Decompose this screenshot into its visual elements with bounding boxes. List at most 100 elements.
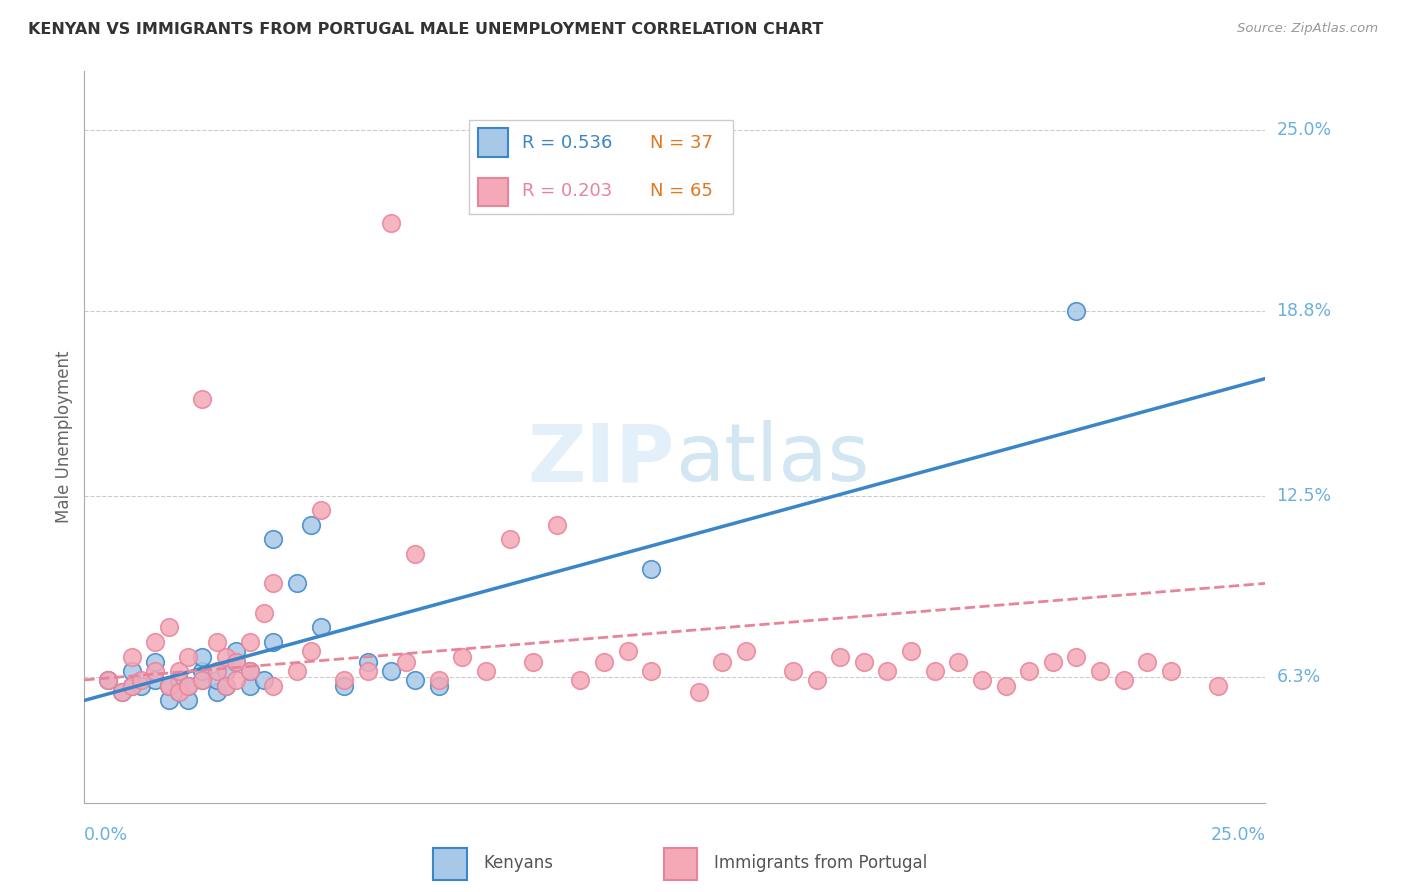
Bar	[664, 848, 697, 880]
Text: Kenyans: Kenyans	[484, 854, 554, 872]
Point	[129, 679, 152, 693]
Point	[262, 533, 284, 547]
Point	[239, 664, 262, 678]
Text: R = 0.203: R = 0.203	[522, 182, 612, 201]
Point	[852, 656, 875, 670]
Point	[357, 664, 380, 678]
Text: 25.0%: 25.0%	[1277, 121, 1331, 139]
Point	[167, 684, 190, 698]
Point	[97, 673, 120, 687]
Point	[143, 673, 166, 687]
Point	[121, 649, 143, 664]
Point	[333, 673, 356, 687]
Text: 18.8%: 18.8%	[1277, 302, 1331, 320]
Text: 12.5%: 12.5%	[1277, 487, 1331, 505]
Point	[143, 664, 166, 678]
Point	[285, 576, 308, 591]
FancyBboxPatch shape	[470, 120, 733, 214]
Point	[97, 673, 120, 687]
Point	[782, 664, 804, 678]
Point	[994, 679, 1017, 693]
Point	[1112, 673, 1135, 687]
Point	[129, 673, 152, 687]
Point	[640, 562, 662, 576]
Bar	[478, 128, 508, 157]
Point	[215, 679, 238, 693]
Point	[167, 673, 190, 687]
Point	[1160, 664, 1182, 678]
Point	[253, 606, 276, 620]
Point	[427, 673, 450, 687]
Point	[177, 679, 200, 693]
Text: R = 0.536: R = 0.536	[522, 134, 612, 153]
Text: ZIP: ZIP	[527, 420, 675, 498]
Point	[157, 679, 180, 693]
Point	[948, 656, 970, 670]
Point	[522, 656, 544, 670]
Point	[239, 635, 262, 649]
Point	[225, 656, 247, 670]
Point	[157, 679, 180, 693]
Y-axis label: Male Unemployment: Male Unemployment	[55, 351, 73, 524]
Point	[380, 664, 402, 678]
Point	[111, 684, 134, 698]
Point	[167, 664, 190, 678]
Point	[225, 656, 247, 670]
Point	[380, 217, 402, 231]
Point	[299, 517, 322, 532]
Point	[205, 684, 228, 698]
Point	[569, 673, 592, 687]
Text: Source: ZipAtlas.com: Source: ZipAtlas.com	[1237, 22, 1378, 36]
Point	[970, 673, 993, 687]
Point	[253, 673, 276, 687]
Point	[262, 679, 284, 693]
Point	[876, 664, 898, 678]
Point	[900, 643, 922, 657]
Bar	[478, 178, 508, 206]
Point	[427, 679, 450, 693]
Point	[239, 664, 262, 678]
Point	[309, 503, 332, 517]
Point	[191, 673, 214, 687]
Point	[1018, 664, 1040, 678]
Point	[177, 679, 200, 693]
Point	[451, 649, 474, 664]
Text: N = 37: N = 37	[651, 134, 713, 153]
Point	[215, 664, 238, 678]
Point	[191, 664, 214, 678]
Point	[239, 679, 262, 693]
Point	[498, 533, 520, 547]
Point	[616, 643, 638, 657]
Point	[475, 664, 498, 678]
Point	[333, 679, 356, 693]
Point	[262, 576, 284, 591]
Point	[143, 656, 166, 670]
Point	[924, 664, 946, 678]
Point	[299, 643, 322, 657]
Point	[205, 673, 228, 687]
Point	[285, 664, 308, 678]
Text: 0.0%: 0.0%	[84, 826, 128, 844]
Point	[215, 679, 238, 693]
Point	[157, 620, 180, 634]
Point	[1088, 664, 1111, 678]
Point	[830, 649, 852, 664]
Text: N = 65: N = 65	[651, 182, 713, 201]
Point	[157, 693, 180, 707]
Point	[1206, 679, 1229, 693]
Point	[225, 643, 247, 657]
Point	[191, 673, 214, 687]
Point	[177, 649, 200, 664]
Point	[309, 620, 332, 634]
Point	[205, 635, 228, 649]
Point	[121, 679, 143, 693]
Point	[1042, 656, 1064, 670]
Bar	[433, 848, 467, 880]
Point	[1066, 304, 1088, 318]
Point	[215, 649, 238, 664]
Point	[177, 693, 200, 707]
Point	[191, 392, 214, 406]
Point	[1066, 649, 1088, 664]
Point	[225, 673, 247, 687]
Text: Immigrants from Portugal: Immigrants from Portugal	[714, 854, 928, 872]
